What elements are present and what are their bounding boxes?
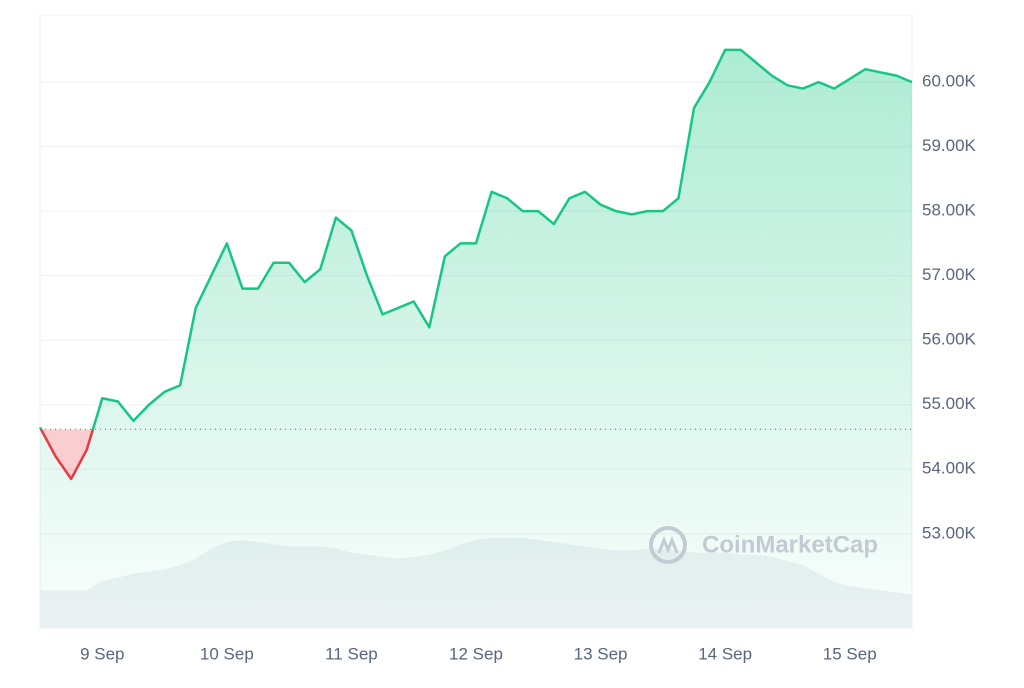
y-tick-label: 53.00K (922, 523, 977, 542)
y-tick-label: 54.00K (922, 459, 977, 478)
x-tick-label: 9 Sep (80, 644, 124, 663)
watermark: CoinMarketCap (702, 531, 878, 558)
y-tick-label: 55.00K (922, 394, 977, 413)
x-tick-label: 13 Sep (574, 644, 628, 663)
y-tick-label: 57.00K (922, 265, 977, 284)
price-area (40, 49, 912, 628)
x-tick-label: 14 Sep (698, 644, 752, 663)
watermark-logo (649, 526, 687, 564)
y-tick-label: 59.00K (922, 136, 977, 155)
x-tick-label: 12 Sep (449, 644, 503, 663)
x-tick-label: 15 Sep (823, 644, 877, 663)
y-tick-label: 60.00K (922, 72, 977, 91)
y-tick-label: 58.00K (922, 201, 977, 220)
price-line (38, 48, 913, 430)
x-tick-label: 10 Sep (200, 644, 254, 663)
y-tick-label: 56.00K (922, 330, 977, 349)
x-tick-label: 11 Sep (325, 644, 378, 663)
